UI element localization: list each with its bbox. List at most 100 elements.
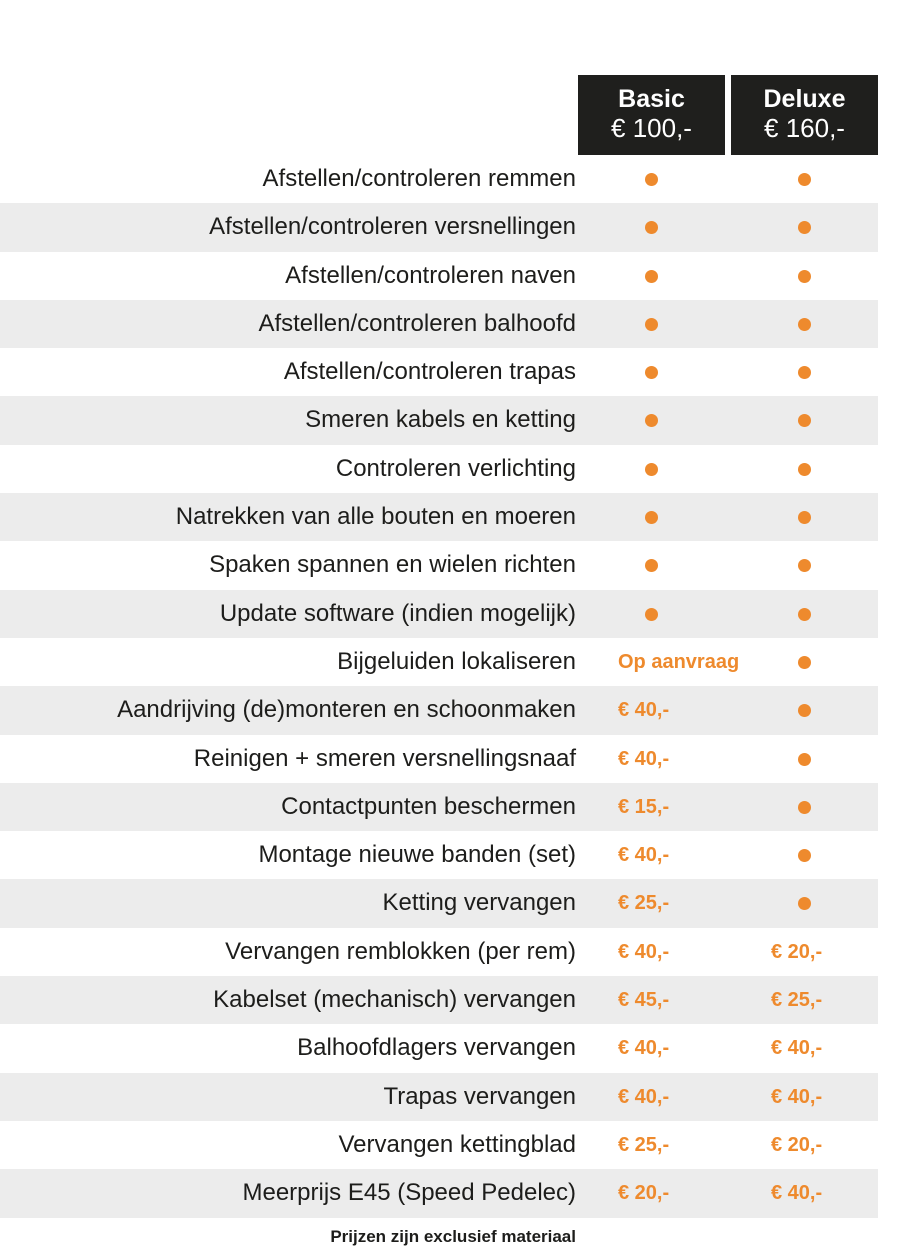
service-label: Afstellen/controleren trapas <box>283 358 576 386</box>
table-row: Meerprijs E45 (Speed Pedelec) € 20,- € 40,… <box>0 1169 878 1218</box>
basic-cell <box>578 445 725 493</box>
deluxe-cell <box>731 590 878 638</box>
table-row: Afstellen/controleren remmen <box>0 155 878 203</box>
plan-deluxe-header: Deluxe € 160,- <box>731 75 878 155</box>
table-row: Montage nieuwe banden (set) € 40,- <box>0 831 878 879</box>
service-label: Update software (indien mogelijk) <box>219 599 576 627</box>
basic-cell: Op aanvraag <box>578 638 739 686</box>
deluxe-cell <box>731 252 878 300</box>
service-label: Reinigen + smeren versnellingsnaaf <box>193 744 576 772</box>
included-dot-icon <box>645 221 658 235</box>
deluxe-price-text: € 40,- <box>771 1037 823 1060</box>
basic-cell <box>578 252 725 300</box>
basic-cell <box>578 396 725 444</box>
plan-basic-price: € 100,- <box>611 113 692 143</box>
basic-cell <box>578 300 725 348</box>
basic-cell <box>578 590 725 638</box>
table-row: Ketting vervangen € 25,- <box>0 879 878 928</box>
table-row: Aandrijving (de)monteren en schoonmaken €… <box>0 686 878 735</box>
deluxe-price-text: € 20,- <box>771 940 823 963</box>
table-row: Bijgeluiden lokaliseren Op aanvraag <box>0 638 878 686</box>
basic-price-text: € 40,- <box>618 940 670 963</box>
service-label: Ketting vervangen <box>382 889 576 917</box>
basic-cell <box>578 155 725 203</box>
basic-price-text: € 40,- <box>618 699 670 722</box>
included-dot-icon <box>645 173 658 186</box>
basic-cell: € 40,- <box>578 928 725 976</box>
service-label: Controleren verlichting <box>335 454 576 482</box>
basic-cell: € 40,- <box>578 1024 725 1072</box>
service-label: Afstellen/controleren balhoofd <box>258 309 576 337</box>
table-row: Afstellen/controleren naven <box>0 252 878 300</box>
service-label: Montage nieuwe banden (set) <box>258 841 576 869</box>
service-label: Trapas vervangen <box>383 1082 576 1110</box>
basic-cell: € 45,- <box>578 976 725 1024</box>
deluxe-cell: € 20,- <box>731 928 878 976</box>
basic-cell <box>578 541 725 589</box>
basic-cell <box>578 203 725 251</box>
deluxe-cell <box>731 155 878 203</box>
deluxe-price-text: € 25,- <box>771 989 823 1012</box>
table-row: Contactpunten beschermen € 15,- <box>0 782 878 832</box>
deluxe-cell: € 20,- <box>731 1121 878 1169</box>
deluxe-cell <box>731 686 878 734</box>
basic-price-text: € 15,- <box>618 795 670 818</box>
basic-cell: € 40,- <box>578 735 725 783</box>
basic-cell <box>578 348 725 396</box>
deluxe-cell <box>731 445 878 493</box>
basic-price-text: € 45,- <box>618 989 670 1012</box>
deluxe-cell <box>731 203 878 251</box>
basic-price-text: € 20,- <box>618 1182 670 1205</box>
basic-cell: € 40,- <box>578 1073 725 1121</box>
service-label: Meerprijs E45 (Speed Pedelec) <box>242 1179 576 1207</box>
basic-cell: € 25,- <box>578 879 725 927</box>
table-row: Afstellen/controleren versnellingen <box>0 203 878 252</box>
included-dot-icon <box>798 559 811 573</box>
included-dot-icon <box>798 414 811 428</box>
basic-price-text: € 40,- <box>618 1085 670 1108</box>
service-label: Contactpunten beschermen <box>281 792 576 820</box>
service-label: Afstellen/controleren versnellingen <box>209 213 576 241</box>
included-dot-icon <box>798 607 811 621</box>
deluxe-cell <box>731 348 878 396</box>
deluxe-cell: € 25,- <box>731 976 878 1024</box>
plan-deluxe-name: Deluxe <box>763 85 846 113</box>
table-row: Smeren kabels en ketting <box>0 396 878 445</box>
deluxe-cell <box>731 300 878 348</box>
deluxe-cell <box>731 541 878 589</box>
table-row: Trapas vervangen € 40,- € 40,- <box>0 1072 878 1121</box>
included-dot-icon <box>645 269 658 283</box>
deluxe-cell: € 40,- <box>731 1024 878 1072</box>
deluxe-cell <box>731 783 878 831</box>
deluxe-cell <box>731 638 878 686</box>
table-row: Controleren verlichting <box>0 445 878 493</box>
table-row: Natrekken van alle bouten en moeren <box>0 493 878 542</box>
included-dot-icon <box>645 559 658 573</box>
deluxe-cell <box>731 493 878 541</box>
included-dot-icon <box>645 511 658 525</box>
service-label: Kabelset (mechanisch) vervangen <box>213 986 576 1014</box>
basic-price-text: € 25,- <box>618 1133 670 1156</box>
basic-cell: € 40,- <box>578 686 725 734</box>
price-table: Afstellen/controleren remmen Afstellen/co… <box>0 155 878 1218</box>
included-dot-icon <box>645 462 658 476</box>
service-label: Spaken spannen en wielen richten <box>209 551 576 579</box>
deluxe-cell <box>731 735 878 783</box>
basic-price-text: € 25,- <box>618 892 670 915</box>
included-dot-icon <box>798 849 811 863</box>
included-dot-icon <box>798 655 811 669</box>
deluxe-price-text: € 20,- <box>771 1133 823 1156</box>
included-dot-icon <box>645 366 658 380</box>
plan-basic-header: Basic € 100,- <box>578 75 725 155</box>
basic-price-text: € 40,- <box>618 1037 670 1060</box>
service-label: Smeren kabels en ketting <box>305 406 576 434</box>
service-label: Natrekken van alle bouten en moeren <box>175 503 576 531</box>
basic-cell <box>578 493 725 541</box>
deluxe-price-text: € 40,- <box>771 1085 823 1108</box>
footnote: Prijzen zijn exclusief materiaal <box>330 1227 576 1246</box>
service-label: Afstellen/controleren naven <box>285 261 576 289</box>
table-row: Reinigen + smeren versnellingsnaaf € 40,- <box>0 735 878 783</box>
deluxe-cell <box>731 396 878 444</box>
included-dot-icon <box>798 366 811 380</box>
service-label: Aandrijving (de)monteren en schoonmaken <box>117 696 576 724</box>
